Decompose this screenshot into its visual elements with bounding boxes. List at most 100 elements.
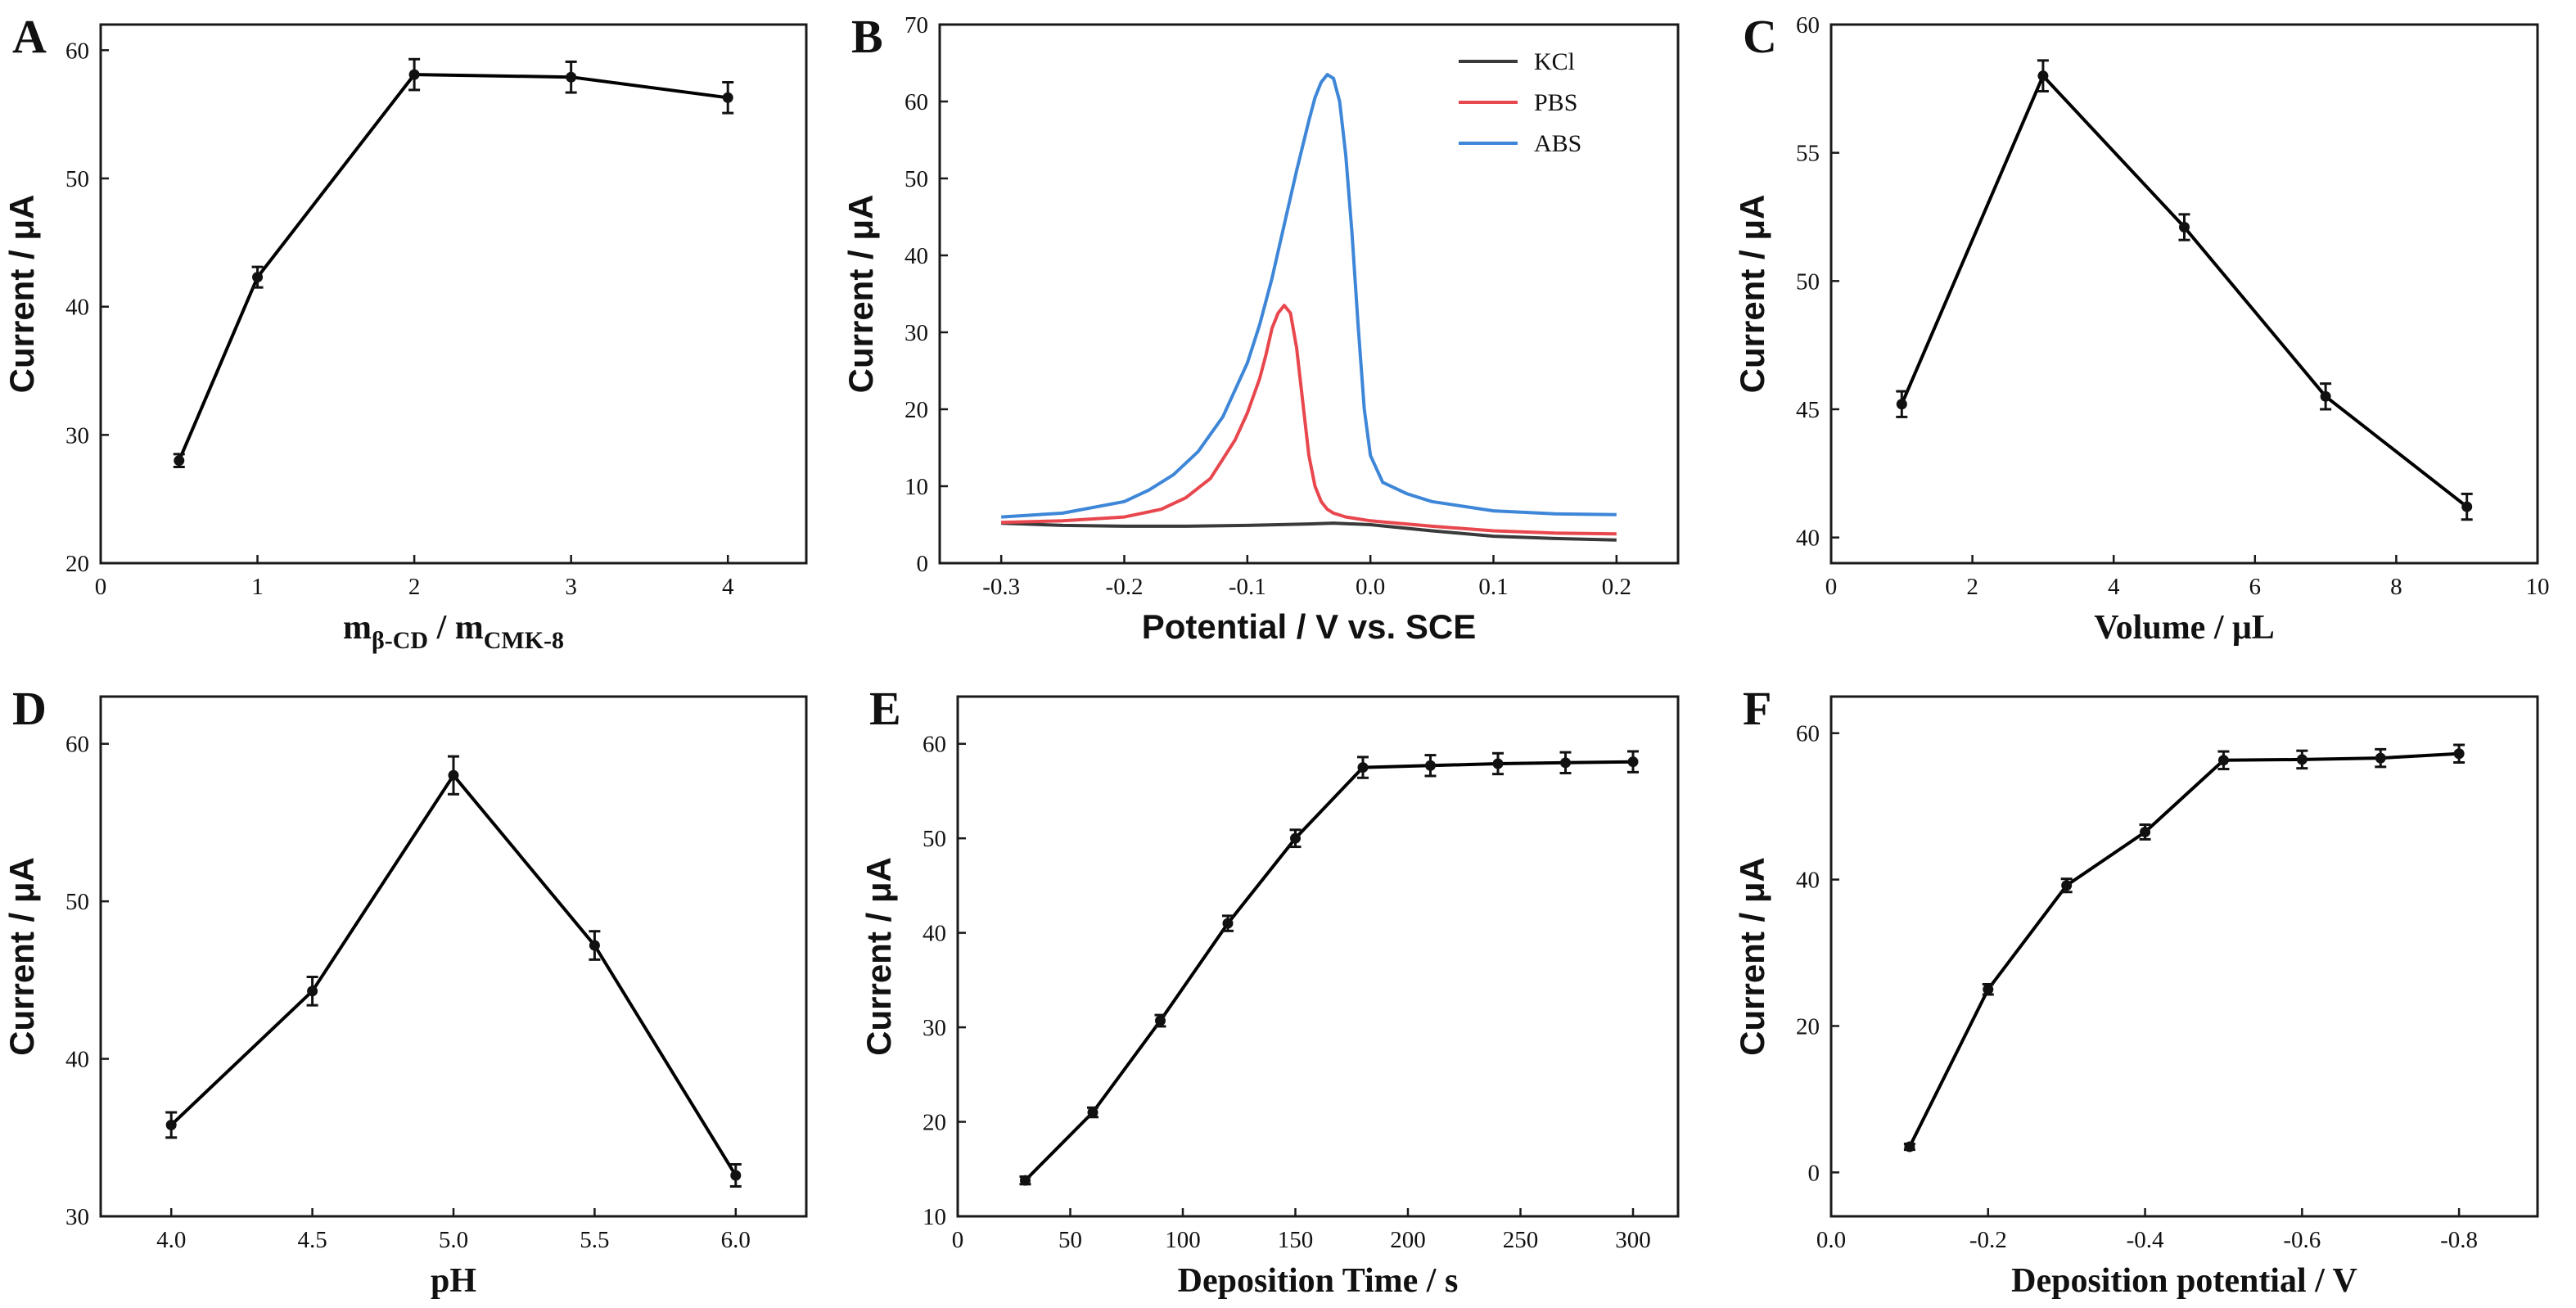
x-tick-label-e: 50 <box>1058 1227 1082 1253</box>
data-point-f <box>2296 754 2308 765</box>
y-tick-label-e: 30 <box>923 1015 946 1041</box>
y-tick-label-c: 45 <box>1796 397 1820 423</box>
panel-label-e: E <box>869 682 901 735</box>
data-point-f <box>1983 984 1994 995</box>
y-tick-label-a: 60 <box>65 38 89 64</box>
series-line-b-pbs <box>1001 304 1617 536</box>
x-tick-label-e: 200 <box>1390 1227 1426 1253</box>
plot-frame-b <box>938 23 1680 565</box>
y-tick-label-c: 55 <box>1796 141 1820 167</box>
y-axis-title-a: Current / μA <box>2 195 41 394</box>
x-tick-label-b: 0.1 <box>1478 574 1508 600</box>
x-tick-label-a: 3 <box>565 574 577 600</box>
series-line-e-current <box>1024 760 1634 1182</box>
y-tick-label-b: 10 <box>905 474 928 500</box>
panel-c: C 0 2 4 6 8 10 40 45 50 55 60 Current / μA Volume / μ… <box>1733 10 2550 647</box>
series-line-b-abs <box>1001 73 1617 519</box>
x-axis-title-b: Potential / V vs. SCE <box>1142 607 1476 646</box>
panel-b: B -0.3 -0.2 -0.1 0.0 0.1 0.2 0 10 20 30 40 50 60 70 Cur… <box>841 10 1680 646</box>
x-tick-label-c: 4 <box>2108 574 2120 600</box>
y-tick-label-b: 50 <box>905 166 928 192</box>
x-tick-label-e: 150 <box>1278 1227 1314 1253</box>
data-point-c <box>1896 399 1907 410</box>
data-point-a <box>408 69 420 80</box>
y-axis-title-c: Current / μA <box>1733 195 1771 394</box>
x-tick-label-f: -0.2 <box>1969 1227 2007 1253</box>
y-tick-label-a: 30 <box>65 422 89 449</box>
y-tick-label-c: 40 <box>1796 525 1820 552</box>
data-point-e <box>1155 1015 1166 1026</box>
x-tick-label-f: -0.6 <box>2283 1227 2321 1253</box>
data-point-f <box>2217 755 2229 766</box>
y-tick-label-d: 30 <box>65 1204 89 1230</box>
x-tick-label-c: 10 <box>2526 574 2550 600</box>
panel-label-d: D <box>12 682 47 735</box>
y-tick-label-a: 20 <box>65 551 89 577</box>
y-axis-title-b: Current / μA <box>841 195 880 394</box>
y-tick-label-f: 0 <box>1808 1160 1820 1186</box>
data-point-e <box>1222 918 1234 929</box>
y-tick-label-b: 20 <box>905 397 928 423</box>
data-point-d <box>307 986 318 997</box>
plot-frame-f <box>1829 695 2539 1218</box>
data-point-a <box>174 455 185 467</box>
y-axis-title-f: Current / μA <box>1733 857 1771 1056</box>
y-tick-label-d: 50 <box>65 889 89 915</box>
x-tick-label-a: 0 <box>95 574 107 600</box>
legend-label-pbs: PBS <box>1534 89 1577 116</box>
x-tick-label-d: 6.0 <box>721 1227 751 1253</box>
x-tick-label-d: 4.0 <box>156 1227 186 1253</box>
x-tick-label-a: 1 <box>251 574 264 600</box>
panel-label-a: A <box>12 10 47 63</box>
series-line-f-current <box>1908 751 2460 1148</box>
x-tick-label-b: -0.1 <box>1229 574 1266 600</box>
data-point-c <box>2461 501 2473 512</box>
data-point-c <box>2179 222 2190 233</box>
panel-e: E 0 50 100 150 200 250 300 10 20 30 40 50 60 Current /… <box>859 682 1680 1300</box>
data-point-e <box>1020 1175 1031 1186</box>
y-tick-label-b: 60 <box>905 89 928 115</box>
y-tick-label-d: 40 <box>65 1047 89 1073</box>
x-axis-title-part: / m <box>428 609 484 647</box>
series-line-d-current <box>169 774 738 1177</box>
y-axis-title-e: Current / μA <box>859 857 898 1056</box>
x-tick-label-b: -0.3 <box>982 574 1020 600</box>
data-point-e <box>1425 760 1436 771</box>
data-point-d <box>730 1170 742 1181</box>
x-tick-label-b: 0.2 <box>1602 574 1631 600</box>
y-tick-label-e: 60 <box>923 732 946 758</box>
y-tick-label-b: 0 <box>917 551 929 577</box>
data-point-d <box>448 769 459 781</box>
series-line-b-kcl <box>1001 521 1617 542</box>
data-point-e <box>1087 1107 1099 1118</box>
y-tick-label-b: 40 <box>905 243 928 269</box>
x-axis-title-part: CMK-8 <box>484 627 564 654</box>
y-tick-label-d: 60 <box>65 732 89 758</box>
x-tick-label-d: 5.5 <box>580 1227 609 1253</box>
x-tick-label-a: 2 <box>408 574 421 600</box>
legend-label-abs: ABS <box>1534 130 1581 157</box>
legend-label-kcl: KCl <box>1534 48 1575 75</box>
x-axis-title-e: Deposition Time / s <box>1178 1262 1459 1300</box>
y-tick-label-a: 40 <box>65 295 89 321</box>
data-point-a <box>252 272 264 283</box>
x-tick-label-c: 2 <box>1966 574 1978 600</box>
panel-f: F 0.0 -0.2 -0.4 -0.6 -0.8 0 20 40 60 Current / μA D… <box>1733 682 2539 1300</box>
plot-frame-c <box>1829 23 2539 565</box>
y-tick-label-f: 20 <box>1796 1013 1820 1040</box>
x-tick-label-e: 300 <box>1615 1227 1651 1253</box>
x-tick-label-d: 4.5 <box>297 1227 327 1253</box>
x-tick-label-a: 4 <box>722 574 734 600</box>
y-tick-label-c: 50 <box>1796 268 1820 295</box>
x-axis-title-part: m <box>343 609 372 647</box>
panel-a: A 0 1 2 3 4 20 30 40 50 60 Current / μA mβ-CD / mCMK… <box>2 10 808 654</box>
x-axis-title-f: Deposition potential / V <box>2011 1262 2357 1300</box>
data-point-f <box>1904 1141 1915 1152</box>
data-point-d <box>589 940 600 951</box>
x-tick-label-b: 0.0 <box>1356 574 1385 600</box>
y-tick-label-c: 60 <box>1796 12 1820 38</box>
x-axis-title-c: Volume / μL <box>2094 609 2275 647</box>
x-tick-label-d: 5.0 <box>439 1227 468 1253</box>
x-tick-label-c: 8 <box>2390 574 2402 600</box>
x-axis-title-part: β-CD <box>372 627 428 654</box>
